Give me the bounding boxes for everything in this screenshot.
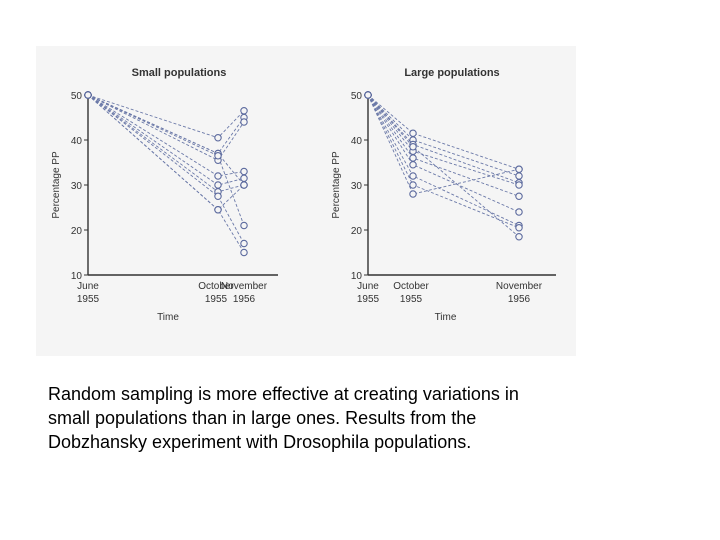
series-line bbox=[367, 94, 520, 184]
data-point bbox=[409, 143, 417, 151]
data-point bbox=[214, 134, 222, 142]
series-line bbox=[87, 94, 245, 177]
data-point bbox=[409, 172, 417, 180]
x-tick-label: June bbox=[77, 281, 99, 292]
y-tick-label: 20 bbox=[71, 226, 83, 237]
data-point bbox=[409, 181, 417, 189]
x-tick-label: June bbox=[357, 281, 379, 292]
data-point bbox=[214, 172, 222, 180]
x-axis-label: Time bbox=[157, 312, 179, 323]
x-axis-label: Time bbox=[435, 312, 457, 323]
x-tick-label: 1955 bbox=[77, 294, 100, 305]
series-line bbox=[87, 94, 245, 155]
data-point bbox=[409, 154, 417, 162]
data-point bbox=[515, 165, 523, 174]
data-point bbox=[409, 161, 417, 169]
x-tick-label: October bbox=[198, 281, 234, 292]
data-point bbox=[240, 174, 248, 183]
x-tick-label: 1956 bbox=[508, 294, 531, 305]
series-line bbox=[367, 94, 520, 213]
series-line bbox=[367, 94, 520, 170]
x-tick-label: 1956 bbox=[233, 294, 256, 305]
data-point bbox=[214, 152, 222, 160]
data-point bbox=[214, 192, 222, 201]
data-point bbox=[214, 206, 222, 214]
data-point bbox=[515, 192, 523, 201]
series-line bbox=[87, 94, 245, 226]
data-point bbox=[214, 181, 222, 189]
chart-title: Small populations bbox=[132, 67, 227, 79]
series-line bbox=[367, 94, 520, 177]
data-point bbox=[515, 172, 523, 180]
series-line bbox=[367, 94, 520, 195]
figure-panel: Small populations 10 20 30 40 50 Percentage PP… bbox=[36, 46, 576, 356]
series-line bbox=[367, 94, 520, 238]
data-point bbox=[240, 248, 248, 257]
data-point bbox=[240, 181, 248, 189]
y-tick-label: 10 bbox=[351, 271, 363, 282]
data-point bbox=[515, 224, 523, 232]
series-line bbox=[367, 94, 520, 226]
x-tick-label: 1955 bbox=[357, 294, 380, 305]
data-point bbox=[409, 129, 417, 138]
data-point bbox=[84, 91, 92, 99]
x-tick-label: 1955 bbox=[400, 294, 423, 305]
y-tick-label: 50 bbox=[351, 91, 363, 102]
x-tick-label: November bbox=[496, 281, 543, 292]
data-point bbox=[364, 91, 372, 99]
caption-line-1: Random sampling is more effective at cre… bbox=[48, 384, 519, 404]
y-axis-label: Percentage PP bbox=[51, 151, 62, 219]
chart-title: Large populations bbox=[404, 67, 499, 79]
x-tick-label: October bbox=[393, 281, 429, 292]
data-point bbox=[515, 233, 523, 241]
x-tick-label: November bbox=[221, 281, 268, 292]
series-line bbox=[87, 94, 245, 244]
y-tick-label: 40 bbox=[71, 136, 83, 147]
data-point bbox=[240, 118, 248, 126]
data-point bbox=[515, 208, 523, 216]
y-tick-label: 30 bbox=[351, 181, 363, 192]
series-line bbox=[87, 94, 245, 186]
data-point bbox=[240, 239, 248, 248]
caption-line-2: small populations than in large ones. Re… bbox=[48, 408, 477, 428]
data-point bbox=[240, 167, 248, 176]
y-tick-label: 30 bbox=[71, 181, 83, 192]
y-tick-label: 50 bbox=[71, 91, 83, 102]
y-tick-label: 40 bbox=[351, 136, 363, 147]
data-point bbox=[515, 181, 523, 189]
y-axis-label: Percentage PP bbox=[331, 151, 342, 219]
data-point bbox=[409, 190, 417, 198]
series-line bbox=[87, 94, 245, 211]
chart-figure: Small populations 10 20 30 40 50 Percentage PP… bbox=[51, 67, 556, 323]
y-tick-label: 10 bbox=[71, 271, 83, 282]
y-tick-label: 20 bbox=[351, 226, 363, 237]
data-point bbox=[240, 221, 248, 230]
caption: Random sampling is more effective at cre… bbox=[48, 382, 608, 454]
caption-line-3: Dobzhansky experiment with Drosophila po… bbox=[48, 432, 472, 452]
data-point bbox=[240, 106, 248, 115]
x-tick-label: 1955 bbox=[205, 294, 228, 305]
